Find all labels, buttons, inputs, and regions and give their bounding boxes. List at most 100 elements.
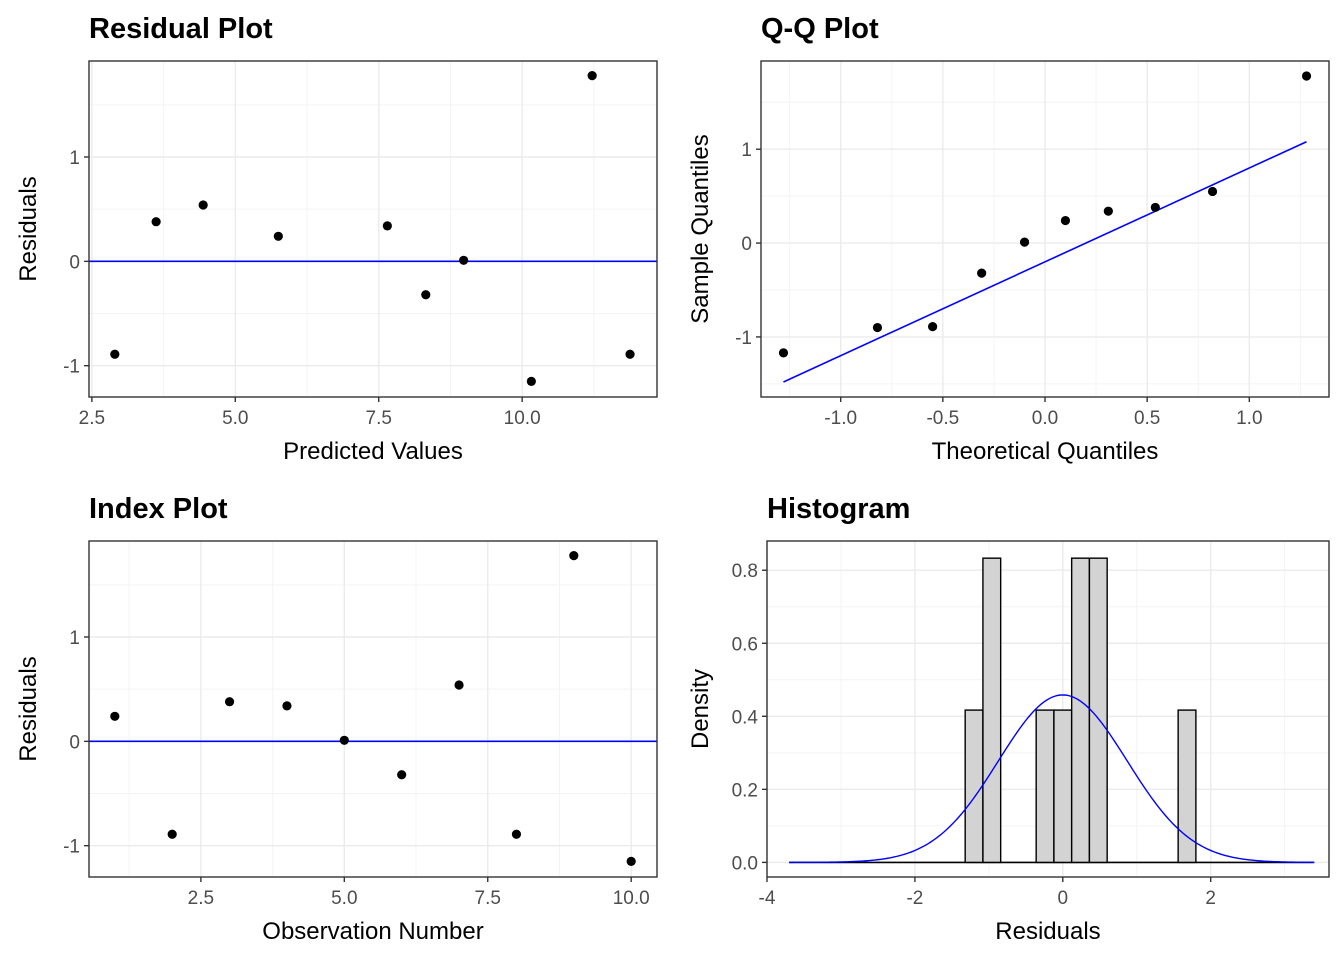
residual-plot-point (273, 231, 283, 241)
qq-plot-point (872, 322, 883, 333)
residual-plot-point (151, 217, 161, 227)
residual-plot-x-tick-label: 2.5 (79, 408, 105, 429)
qq-plot-point (977, 268, 987, 278)
index-plot-title: Index Plot (89, 493, 228, 525)
qq-plot-point (1019, 237, 1030, 247)
index-plot-point (511, 829, 522, 839)
residual-plot-y-tick-label: -1 (63, 357, 80, 378)
histogram-density-curve (789, 694, 1315, 864)
residual-plot-point (198, 200, 208, 210)
index-plot-y-tick-label: 0 (69, 732, 80, 753)
residual-plot-point (625, 349, 635, 359)
index-plot-background (89, 541, 657, 877)
index-plot-panel: Index Plot 2.5 5.0 7.5 10.0 -1 0 1 Observation… (15, 493, 658, 945)
qq-plot-x-tick-label: 0.0 (1032, 408, 1058, 429)
qq-plot-point (1150, 202, 1160, 213)
histogram-y-tick-label: 0.6 (732, 634, 758, 655)
qq-plot-point (1103, 206, 1113, 216)
residual-plot-x-tick-label: 10.0 (504, 408, 541, 429)
index-plot-x-tick-label: 10.0 (613, 888, 650, 909)
histogram-ticks: -4 -2 0 2 0.0 0.2 0.4 0.6 0.8 (732, 561, 1216, 909)
residual-plot-point (587, 71, 597, 81)
index-plot-point (569, 551, 579, 561)
index-plot-x-tick-label: 2.5 (188, 888, 214, 909)
histogram-y-axis-title: Density (687, 669, 714, 749)
histogram-y-tick-label: 0.4 (732, 707, 759, 728)
histogram-y-tick-label: 0.8 (732, 561, 758, 582)
residual-plot-ticks: 2.5 5.0 7.5 10.0 -1 0 1 (63, 148, 541, 429)
index-plot-x-tick-label: 7.5 (475, 888, 501, 909)
residual-plot-point (110, 349, 120, 359)
histogram-border (766, 540, 1330, 878)
histogram-x-tick-label: 2 (1205, 888, 1216, 909)
index-plot-x-tick-label: 5.0 (331, 888, 357, 909)
index-plot-ticks: 2.5 5.0 7.5 10.0 -1 0 1 (63, 628, 650, 909)
qq-plot-point (1060, 215, 1071, 226)
histogram-title: Histogram (767, 493, 910, 525)
qq-plot-y-tick-label: -1 (735, 328, 752, 349)
histogram-x-tick-label: -2 (906, 888, 923, 909)
histogram-bar (1070, 557, 1091, 864)
index-plot-border (88, 540, 658, 878)
qq-plot-title: Q-Q Plot (761, 13, 879, 45)
qq-plot-point (928, 322, 938, 332)
index-plot-point (167, 829, 177, 839)
index-plot-point (282, 701, 292, 711)
residual-plot-point (459, 255, 469, 265)
index-plot-marks (89, 551, 657, 866)
residual-plot-y-axis-title: Residuals (15, 176, 42, 281)
index-plot-y-axis-title: Residuals (15, 656, 42, 761)
residual-plot-y-tick-label: 0 (69, 252, 80, 273)
index-plot-point (454, 680, 464, 690)
qq-plot-gridlines (761, 61, 1329, 397)
index-plot-point (339, 735, 349, 745)
histogram-x-tick-label: -4 (759, 888, 776, 909)
qq-plot-reference-line (783, 140, 1307, 383)
index-plot-y-tick-label: -1 (63, 837, 80, 858)
qq-plot-x-tick-label: -1.0 (824, 408, 857, 429)
residual-plot-panel: Residual Plot 2.5 5.0 7.5 10.0 -1 0 1 Predicte… (15, 13, 658, 465)
residual-plot-point (526, 376, 536, 386)
qq-plot-y-tick-label: 0 (741, 234, 752, 255)
residual-plot-x-axis-title: Predicted Values (283, 438, 463, 465)
histogram-panel: Histogram -4 -2 0 2 0.0 0.2 0.4 0.6 0.8 Residual… (687, 493, 1330, 945)
index-plot-y-tick-label: 1 (69, 628, 80, 649)
residual-plot-x-tick-label: 7.5 (366, 408, 392, 429)
qq-plot-y-tick-label: 1 (741, 140, 752, 161)
histogram-bar (1088, 557, 1108, 864)
histogram-x-tick-label: 0 (1058, 888, 1069, 909)
residual-plot-point (382, 221, 392, 231)
residual-plot-point (421, 290, 431, 300)
qq-plot-x-tick-label: -0.5 (926, 408, 959, 429)
histogram-x-axis-title: Residuals (995, 918, 1100, 945)
qq-plot-point (1301, 71, 1312, 81)
residual-plot-title: Residual Plot (89, 13, 273, 45)
residual-plot-y-tick-label: 1 (69, 148, 80, 169)
qq-plot-point (778, 348, 789, 358)
histogram-bar (1053, 709, 1073, 864)
qq-plot-y-axis-title: Sample Quantiles (687, 134, 714, 323)
qq-plot-marks (778, 71, 1312, 383)
index-plot-point (224, 697, 235, 707)
index-plot-point (397, 770, 407, 780)
index-plot-point (110, 711, 120, 721)
residual-plot-gridlines (89, 61, 657, 397)
histogram-y-tick-label: 0.2 (732, 780, 758, 801)
histogram-bar (1035, 709, 1055, 864)
histogram-bar (982, 557, 1002, 864)
qq-plot-panel: Q-Q Plot -1.0 -0.5 0.0 0.5 1.0 -1 0 1 Theoretic… (687, 13, 1330, 465)
qq-plot-x-tick-label: 0.5 (1134, 408, 1160, 429)
index-plot-gridlines (89, 541, 657, 877)
qq-plot-ticks: -1.0 -0.5 0.0 0.5 1.0 -1 0 1 (735, 140, 1262, 429)
index-plot-point (626, 856, 636, 866)
residual-plot-marks (89, 71, 657, 386)
qq-plot-x-tick-label: 1.0 (1236, 408, 1262, 429)
residual-plot-border (88, 60, 658, 398)
qq-plot-point (1207, 186, 1218, 197)
histogram-bar (964, 709, 984, 864)
index-plot-x-axis-title: Observation Number (262, 918, 483, 945)
residual-plot-x-tick-label: 5.0 (222, 408, 248, 429)
histogram-bar (1177, 709, 1197, 864)
histogram-marks (789, 557, 1315, 864)
